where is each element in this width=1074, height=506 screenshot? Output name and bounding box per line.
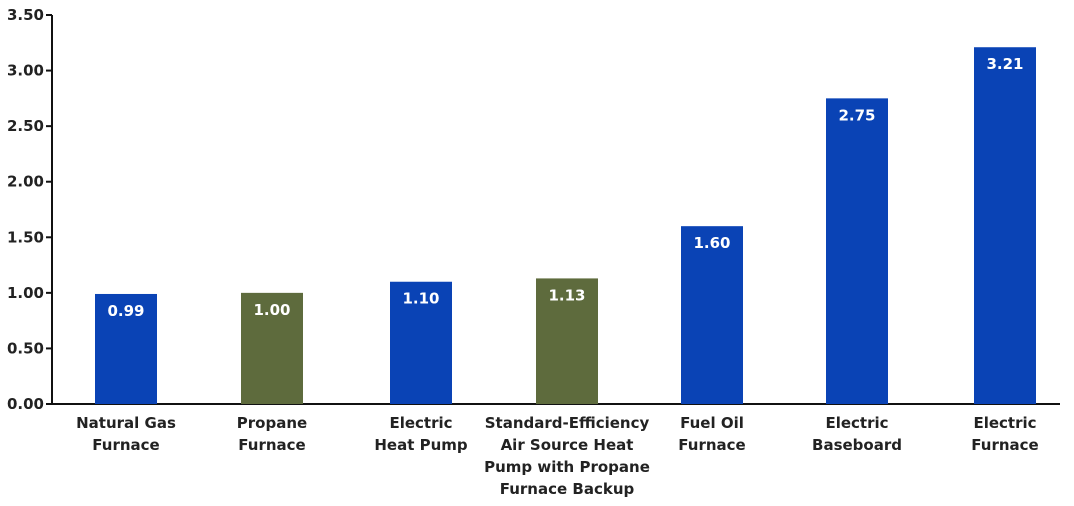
bar [390,281,452,404]
bar [95,293,157,404]
y-tick-label: 3.50 [7,6,44,24]
bar-value-label: 3.21 [986,55,1023,73]
y-tick-label: 3.00 [7,62,44,80]
bar-value-label: 1.60 [693,234,730,252]
x-category-label: Standard-Efficiency [485,414,650,432]
y-tick-label: 2.00 [7,173,44,191]
x-category-label: Furnace [92,436,159,454]
x-category-label: Electric [389,414,452,432]
y-axis: 0.00 0.50 1.00 1.50 2.00 2.50 3.00 3.50 [7,6,1060,413]
y-tick-label: 1.00 [7,284,44,302]
bar-value-label: 1.13 [548,286,585,304]
bar-value-label: 0.99 [107,302,144,320]
bar [681,226,743,404]
x-category-label: Furnace [971,436,1038,454]
bar [974,47,1036,404]
y-tick-label: 0.00 [7,395,44,413]
bar [536,278,598,404]
bar-value-label: 1.10 [402,290,439,308]
bar-value-label: 2.75 [838,106,875,124]
x-category-label: Air Source Heat [501,436,634,454]
y-tick-label: 0.50 [7,339,44,357]
x-category-label: Natural Gas [76,414,176,432]
x-category-label: Heat Pump [374,436,468,454]
bar-value-label: 1.00 [253,301,290,319]
bar [826,98,888,404]
x-category-label: Electric [973,414,1036,432]
x-category-label: Pump with Propane [484,458,650,476]
x-category-label: Electric [825,414,888,432]
bar [241,292,303,404]
x-category-label: Furnace Backup [500,480,635,498]
y-tick-label: 2.50 [7,117,44,135]
x-category-label: Baseboard [812,436,902,454]
x-category-label: Propane [237,414,307,432]
y-tick-label: 1.50 [7,228,44,246]
x-axis-labels: Natural Gas Furnace Propane Furnace Electric… [76,414,1039,498]
x-category-label: Furnace [678,436,745,454]
bars-group: 0.99 1.00 1.10 1.13 1.60 2.75 3.21 [95,47,1036,404]
x-category-label: Furnace [238,436,305,454]
x-category-label: Fuel Oil [680,414,744,432]
